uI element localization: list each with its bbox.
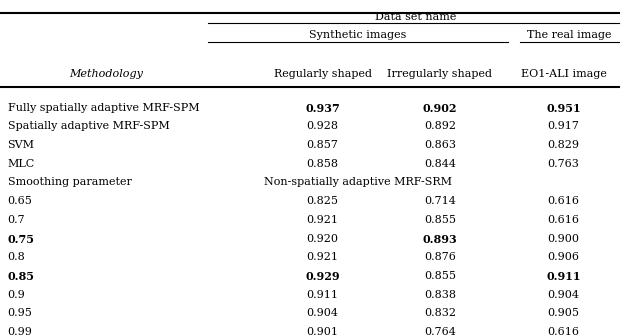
Text: 0.937: 0.937 [305,103,340,114]
Text: 0.858: 0.858 [306,159,339,169]
Text: 0.855: 0.855 [424,215,456,225]
Text: 0.65: 0.65 [7,196,32,206]
Text: 0.75: 0.75 [7,233,34,245]
Text: 0.920: 0.920 [306,233,339,244]
Text: 0.844: 0.844 [424,159,456,169]
Text: 0.99: 0.99 [7,327,32,335]
Text: 0.911: 0.911 [546,271,581,282]
Text: Non-spatially adaptive MRF-SRM: Non-spatially adaptive MRF-SRM [264,177,452,187]
Text: Irregularly shaped: Irregularly shaped [388,69,492,79]
Text: 0.917: 0.917 [547,121,580,131]
Text: 0.876: 0.876 [424,252,456,262]
Text: 0.901: 0.901 [306,327,339,335]
Text: 0.863: 0.863 [424,140,456,150]
Text: Synthetic images: Synthetic images [310,30,407,40]
Text: 0.764: 0.764 [424,327,456,335]
Text: 0.855: 0.855 [424,271,456,281]
Text: 0.928: 0.928 [306,121,339,131]
Text: 0.763: 0.763 [547,159,580,169]
Text: Smoothing parameter: Smoothing parameter [7,177,132,187]
Text: 0.904: 0.904 [306,308,339,318]
Text: EO1-ALI image: EO1-ALI image [520,69,607,79]
Text: 0.929: 0.929 [305,271,340,282]
Text: 0.892: 0.892 [424,121,456,131]
Text: SVM: SVM [7,140,34,150]
Text: 0.951: 0.951 [546,103,581,114]
Text: MLC: MLC [7,159,35,169]
Text: 0.85: 0.85 [7,271,34,282]
Text: 0.902: 0.902 [422,103,457,114]
Text: 0.832: 0.832 [424,308,456,318]
Text: 0.616: 0.616 [547,215,580,225]
Text: 0.8: 0.8 [7,252,26,262]
Text: 0.893: 0.893 [422,233,457,245]
Text: 0.906: 0.906 [547,252,580,262]
Text: 0.9: 0.9 [7,290,26,299]
Text: 0.904: 0.904 [547,290,580,299]
Text: 0.921: 0.921 [306,215,339,225]
Text: Regularly shaped: Regularly shaped [273,69,371,79]
Text: 0.616: 0.616 [547,327,580,335]
Text: 0.95: 0.95 [7,308,32,318]
Text: 0.905: 0.905 [547,308,580,318]
Text: Fully spatially adaptive MRF-SPM: Fully spatially adaptive MRF-SPM [7,103,199,113]
Text: The real image: The real image [527,30,612,40]
Text: 0.838: 0.838 [424,290,456,299]
Text: Spatially adaptive MRF-SPM: Spatially adaptive MRF-SPM [7,121,169,131]
Text: 0.900: 0.900 [547,233,580,244]
Text: 0.714: 0.714 [424,196,456,206]
Text: 0.616: 0.616 [547,196,580,206]
Text: 0.921: 0.921 [306,252,339,262]
Text: 0.7: 0.7 [7,215,25,225]
Text: 0.829: 0.829 [547,140,580,150]
Text: Methodology: Methodology [69,69,144,79]
Text: 0.857: 0.857 [306,140,338,150]
Text: 0.825: 0.825 [306,196,339,206]
Text: Data set name: Data set name [374,12,456,22]
Text: 0.911: 0.911 [306,290,339,299]
